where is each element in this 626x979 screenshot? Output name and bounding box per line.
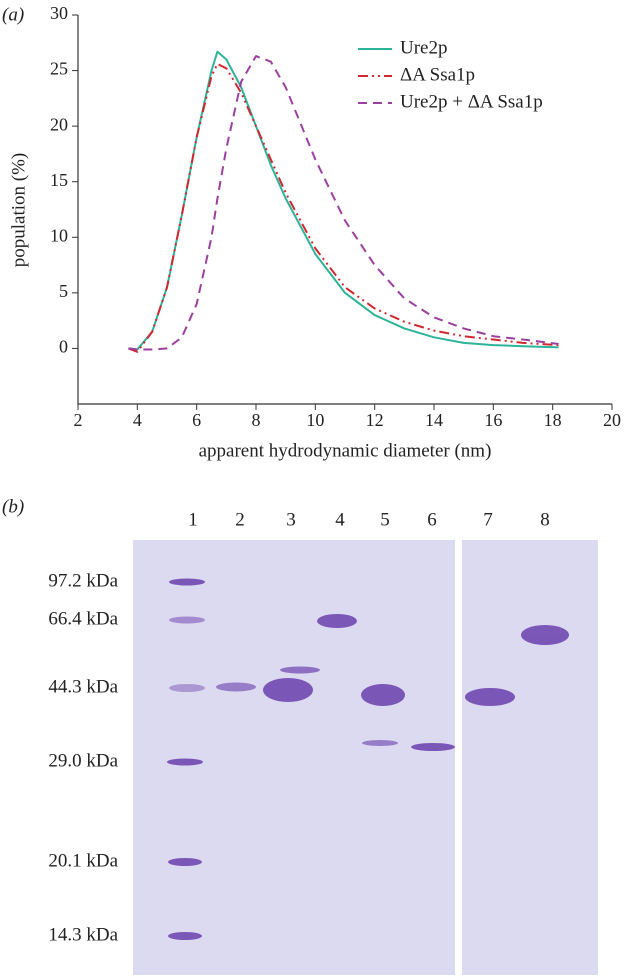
panel-label: (a) (2, 4, 24, 25)
marker-label: 20.1 kDa (48, 850, 118, 871)
x-tick-label: 6 (192, 410, 201, 430)
x-tick-label: 4 (133, 410, 142, 430)
y-tick-label: 0 (59, 337, 68, 357)
y-tick-label: 25 (50, 59, 68, 79)
marker-label: 66.4 kDa (48, 608, 118, 629)
panel-label: (b) (2, 496, 24, 517)
marker-label: 29.0 kDa (48, 750, 118, 771)
legend-label: Ure2p + ΔA Ssa1p (400, 91, 543, 112)
legend-label: Ure2p (400, 37, 447, 58)
x-tick-label: 14 (425, 410, 443, 430)
marker-label: 14.3 kDa (48, 924, 118, 945)
x-tick-label: 10 (306, 410, 324, 430)
y-tick-label: 5 (59, 281, 68, 301)
y-tick-label: 20 (50, 114, 68, 134)
x-tick-label: 18 (544, 410, 562, 430)
y-tick-label: 30 (50, 3, 68, 23)
marker-label: 44.3 kDa (48, 676, 118, 697)
y-tick-label: 10 (50, 225, 68, 245)
x-tick-label: 2 (74, 410, 83, 430)
y-tick-label: 15 (50, 170, 68, 190)
lane-number: 8 (540, 509, 550, 530)
x-tick-label: 20 (603, 410, 621, 430)
x-tick-label: 12 (366, 410, 384, 430)
x-tick-label: 16 (484, 410, 502, 430)
lane-number: 7 (483, 509, 493, 530)
x-axis-title: apparent hydrodynamic diameter (nm) (199, 440, 492, 461)
lane-number: 4 (335, 509, 345, 530)
lane-number: 2 (235, 509, 245, 530)
legend-label: ΔA Ssa1p (400, 64, 475, 85)
lane-number: 6 (427, 509, 437, 530)
series-line (128, 62, 559, 353)
lane-number: 1 (188, 509, 198, 530)
y-axis-title: population (%) (8, 153, 29, 268)
x-tick-label: 8 (252, 410, 261, 430)
series-line (128, 55, 559, 351)
marker-label: 97.2 kDa (48, 570, 118, 591)
gel-image (133, 540, 598, 975)
lane-number: 5 (380, 509, 390, 530)
lane-number: 3 (286, 509, 296, 530)
